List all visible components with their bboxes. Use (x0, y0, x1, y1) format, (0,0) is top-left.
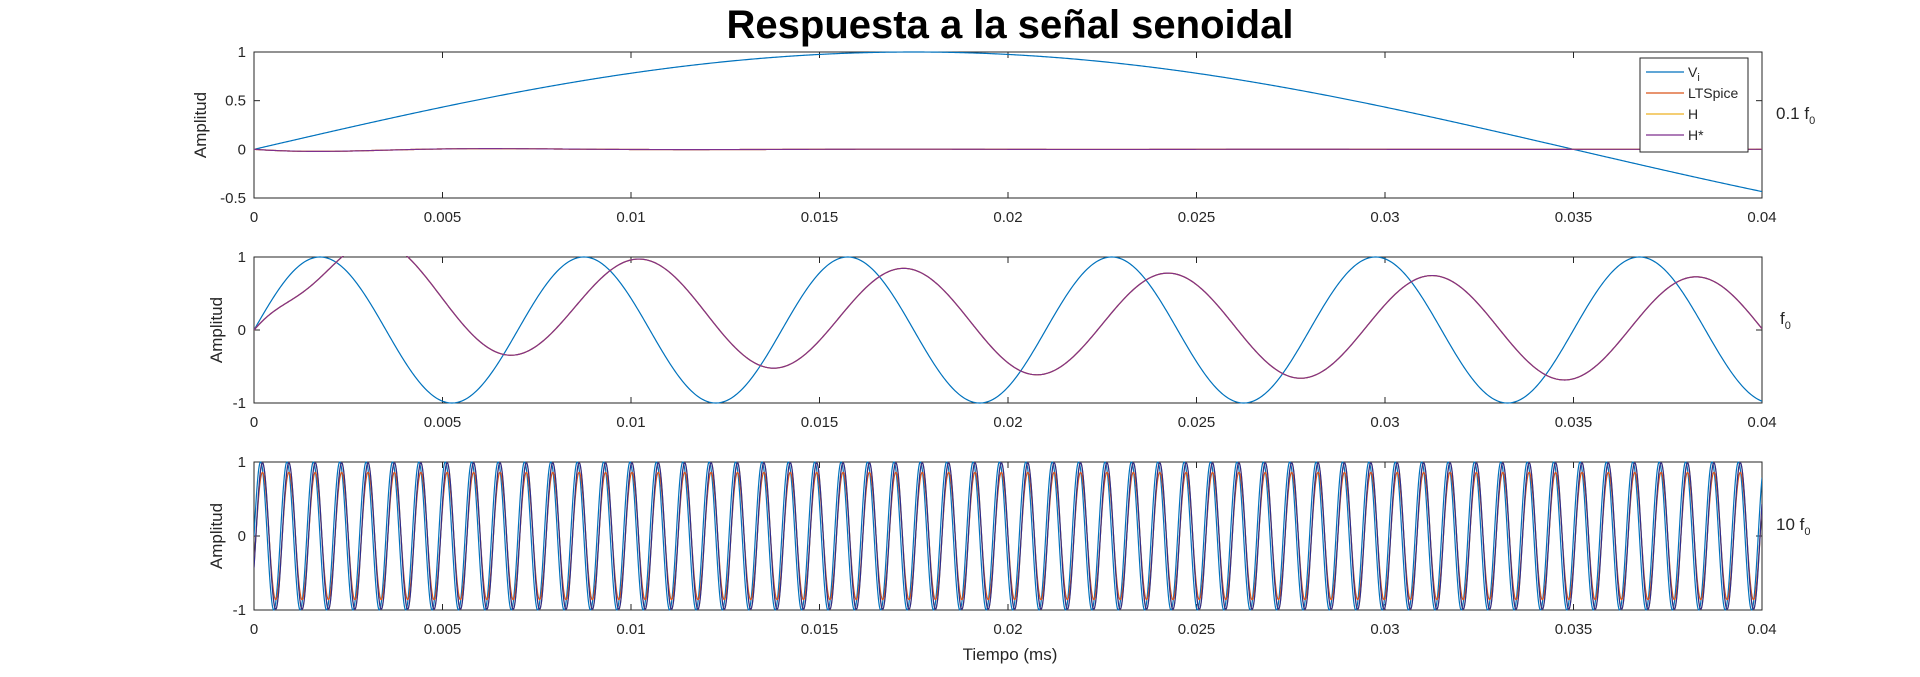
axes-box (253, 51, 1763, 199)
x-tick-label: 0.035 (1555, 621, 1593, 638)
x-tick-label: 0.01 (616, 209, 645, 226)
series-v (254, 461, 1762, 611)
y-tick-label: 1 (238, 44, 246, 61)
axes-box (253, 256, 1763, 404)
x-axis-label: Tiempo (ms) (963, 645, 1058, 664)
x-tick-label: 0.015 (801, 414, 839, 431)
legend-item: Vi (1646, 64, 1700, 84)
x-tick-label: 0.04 (1747, 621, 1776, 638)
legend-box (1639, 57, 1749, 153)
legend-item: LTSpice (1646, 85, 1739, 101)
y-axis-label: Amplitud (207, 297, 226, 363)
x-tick-label: 0.005 (424, 209, 462, 226)
x-tick-label: 0.01 (616, 414, 645, 431)
x-tick-label: 0.01 (616, 621, 645, 638)
y-tick-label: 0 (238, 322, 246, 339)
x-tick-label: 0.02 (993, 621, 1022, 638)
x-tick-label: 0.025 (1178, 209, 1216, 226)
legend-label: LTSpice (1688, 85, 1739, 101)
panel-3: 0 0.005 0.01 0.015 0.02 0.025 0.03 0.035 0.04-10… (207, 454, 1810, 638)
y-tick-label: -0.5 (220, 190, 246, 207)
panels: 0 0.005 0.01 0.015 0.02 0.025 0.03 0.035 0.04 -0.… (191, 44, 1815, 638)
x-tick-label: 0.03 (1370, 209, 1399, 226)
legend-label: Vi (1688, 64, 1700, 84)
series-h-star (254, 148, 1762, 152)
series-h-star (254, 256, 1762, 381)
y-tick-label: 1 (238, 454, 246, 471)
y-tick-label: 0 (238, 141, 246, 158)
x-tick-label: 0 (250, 621, 258, 638)
x-tick-label: 0.025 (1178, 414, 1216, 431)
series-ltspice (254, 256, 1762, 381)
panel-1: 0 0.005 0.01 0.015 0.02 0.025 0.03 0.035 0.04 -0.… (191, 44, 1815, 226)
x-tick-label: 0.03 (1370, 621, 1399, 638)
series-h (254, 256, 1762, 381)
x-tick-label: 0.04 (1747, 209, 1776, 226)
x-tick-label: 0.005 (424, 414, 462, 431)
side-frequency-label: f0 (1780, 309, 1791, 332)
y-axis-label: Amplitud (191, 92, 210, 158)
y-tick-label: 0.5 (225, 93, 246, 110)
series-h-star (254, 462, 1762, 610)
y-tick-label: -1 (233, 395, 246, 412)
x-tick-label: 0.035 (1555, 414, 1593, 431)
legend-item: H (1646, 106, 1698, 122)
x-tick-label: 0.015 (801, 621, 839, 638)
panel-2: 0 0.005 0.01 0.015 0.02 0.025 0.03 0.035 0.04-10… (207, 249, 1791, 431)
y-tick-label: 1 (238, 249, 246, 266)
x-tick-label: 0 (250, 414, 258, 431)
y-axis-label: Amplitud (207, 503, 226, 569)
x-tick-label: 0.04 (1747, 414, 1776, 431)
x-tick-label: 0 (250, 209, 258, 226)
chart-title: Respuesta a la señal senoidal (727, 3, 1294, 47)
x-tick-label: 0.015 (801, 209, 839, 226)
x-tick-label: 0.03 (1370, 414, 1399, 431)
legend-item: H* (1646, 127, 1704, 143)
series-v (254, 51, 1762, 193)
legend-label: H* (1688, 127, 1704, 143)
x-tick-label: 0.025 (1178, 621, 1216, 638)
x-tick-label: 0.005 (424, 621, 462, 638)
side-frequency-label: 10 f0 (1776, 515, 1810, 538)
x-tick-label: 0.02 (993, 414, 1022, 431)
x-tick-label: 0.02 (993, 209, 1022, 226)
series-v (254, 256, 1762, 404)
y-tick-label: -1 (233, 602, 246, 619)
x-tick-label: 0.035 (1555, 209, 1593, 226)
side-frequency-label: 0.1 f0 (1776, 104, 1815, 127)
y-tick-label: 0 (238, 528, 246, 545)
legend-label: H (1688, 106, 1698, 122)
